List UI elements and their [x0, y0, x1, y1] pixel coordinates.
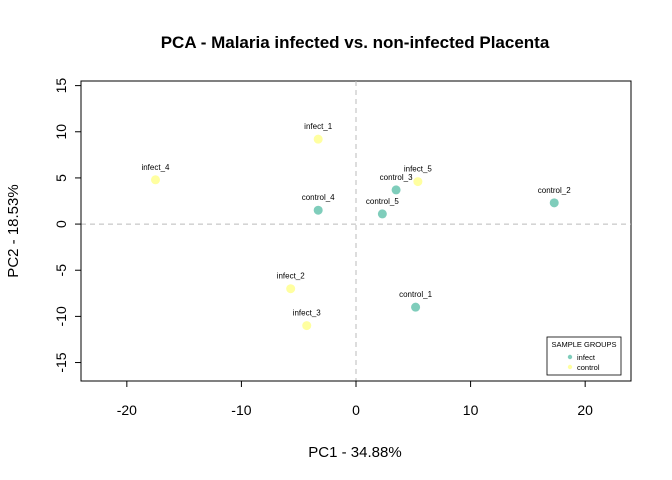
data-point: [302, 321, 312, 331]
data-point: [313, 205, 323, 215]
legend-marker: [567, 354, 573, 360]
data-point-label: infect_3: [293, 309, 322, 318]
data-point-label: infect_1: [304, 122, 333, 131]
data-point: [377, 209, 387, 219]
data-point-label: control_2: [538, 186, 571, 195]
y-tick-label: 5: [53, 174, 69, 182]
x-axis-label: PC1 - 34.88%: [308, 444, 401, 461]
data-point: [411, 302, 421, 312]
x-tick-label: 10: [463, 402, 479, 418]
data-point: [549, 198, 559, 208]
legend-entry-label: control: [577, 363, 600, 372]
legend-box: [546, 336, 622, 376]
plot-area: -20 -10 0 10 20 -15 -10 -5 0 5 10 15 infect_1 infect_…: [53, 78, 632, 418]
data-point-label: control_1: [399, 290, 432, 299]
data-point: [286, 284, 296, 294]
data-point-label: infect_4: [141, 163, 170, 172]
data-point: [413, 177, 423, 187]
data-point-label: control_5: [366, 197, 399, 206]
data-point: [391, 185, 401, 195]
y-tick-label: -10: [53, 306, 69, 326]
legend-title: SAMPLE GROUPS: [551, 340, 616, 349]
data-point-label: infect_5: [404, 165, 433, 174]
y-tick-label: 10: [53, 124, 69, 140]
chart-title: PCA - Malaria infected vs. non-infected …: [161, 33, 550, 52]
data-point: [313, 134, 323, 144]
data-point: [150, 175, 160, 185]
x-tick-label: 20: [577, 402, 593, 418]
y-tick-label: -15: [53, 352, 69, 372]
legend-marker: [567, 364, 573, 370]
y-axis-label: PC2 - 18.53%: [5, 184, 22, 277]
x-tick-label: -10: [231, 402, 251, 418]
y-tick-label: 15: [53, 78, 69, 94]
y-tick-label: 0: [53, 220, 69, 228]
x-tick-label: 0: [352, 402, 360, 418]
y-tick-label: -5: [53, 264, 69, 277]
x-tick-label: -20: [117, 402, 137, 418]
data-point-label: infect_2: [277, 272, 306, 281]
data-point-label: control_4: [302, 193, 335, 202]
legend-entry-label: infect: [577, 353, 596, 362]
data-point-label: control_3: [380, 173, 413, 182]
